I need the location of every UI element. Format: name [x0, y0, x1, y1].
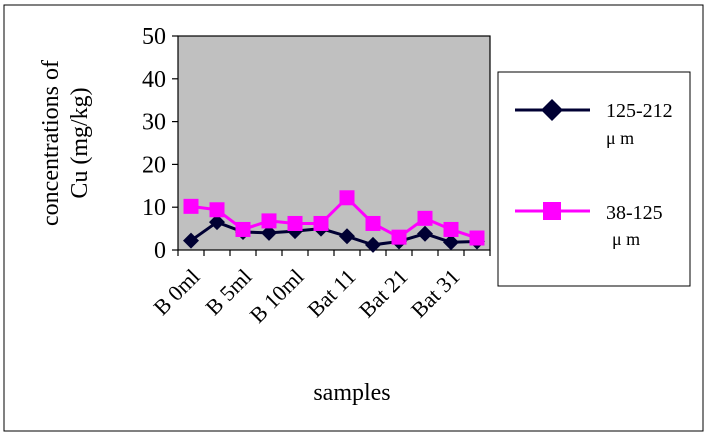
series-2-point-4 — [261, 213, 277, 229]
series-1-point-8 — [365, 236, 381, 253]
x-axis-title: samples — [313, 380, 390, 406]
series-2-point-6 — [313, 215, 329, 231]
series-2-point-12 — [469, 230, 485, 246]
y-tick-label-4: 40 — [142, 67, 166, 93]
series-2-point-7 — [339, 190, 355, 206]
series-2-point-2 — [209, 202, 225, 218]
series-2-point-8 — [365, 215, 381, 231]
plot-area — [177, 35, 491, 251]
y-axis-title-line-2: Cu (mg/kg) — [67, 87, 93, 198]
legend-marker-series-2 — [543, 202, 561, 220]
y-tick-label-5: 50 — [142, 24, 166, 50]
series-1-point-10 — [417, 225, 433, 242]
y-axis-title-line-1: concentrations of — [38, 60, 64, 226]
series-2-point-3 — [235, 221, 251, 237]
legend-label-series-1-line-1: 125-212 — [606, 100, 673, 122]
y-axis: 0 10 20 30 40 50 — [142, 24, 178, 264]
y-tick-label-2: 20 — [142, 152, 166, 178]
series-1-point-11 — [443, 234, 459, 251]
legend-marker-series-1 — [541, 99, 563, 121]
series-2-point-1 — [183, 198, 199, 214]
series-1-point-2 — [209, 214, 225, 231]
series-1-point-1 — [183, 232, 199, 249]
series-2-point-10 — [417, 210, 433, 226]
series-2-point-5 — [287, 215, 303, 231]
legend: 125-212 μ m 38-125 μ m — [497, 71, 691, 287]
legend-label-series-2-line-2: μ m — [612, 229, 640, 249]
series-1-point-7 — [339, 228, 355, 245]
series-1-point-4 — [261, 224, 277, 241]
y-tick-label-1: 10 — [142, 195, 166, 221]
legend-label-series-2-line-1: 38-125 — [606, 202, 663, 224]
series-2-point-9 — [391, 229, 407, 245]
series-layer — [183, 190, 485, 253]
y-tick-label-3: 30 — [142, 110, 166, 136]
legend-box — [497, 71, 691, 287]
y-tick-label-0: 0 — [154, 238, 166, 264]
series-2-point-11 — [443, 221, 459, 237]
y-axis-title: concentrations of Cu (mg/kg) — [38, 60, 93, 226]
legend-label-series-1-line-2: μ m — [606, 128, 634, 148]
